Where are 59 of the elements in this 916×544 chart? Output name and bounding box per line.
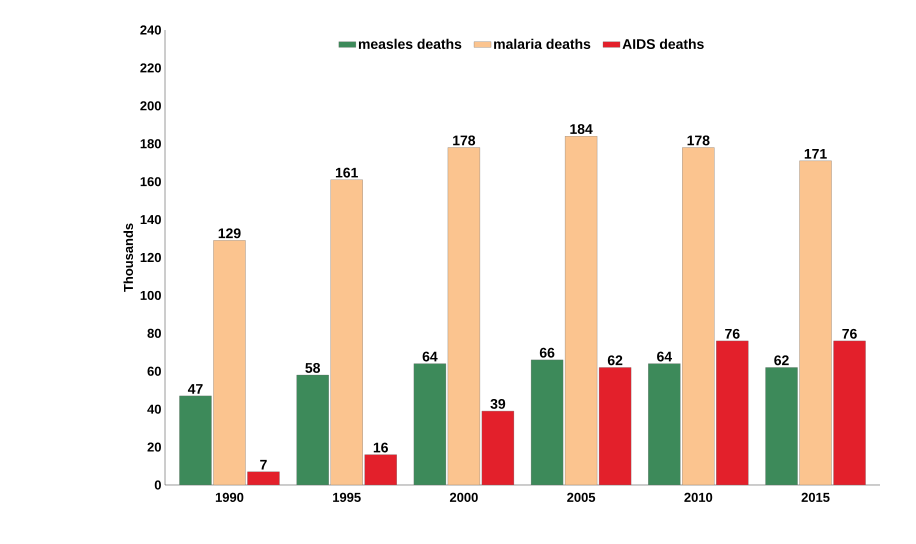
bar xyxy=(682,147,714,485)
y-tick-label: 140 xyxy=(140,214,161,224)
data-label: 76 xyxy=(842,328,857,339)
data-label: 66 xyxy=(540,348,554,358)
bar xyxy=(364,454,397,485)
data-label: 16 xyxy=(374,442,388,452)
x-tick-label: 2000 xyxy=(450,492,478,502)
y-tick-label: 160 xyxy=(140,177,161,186)
bar xyxy=(833,340,866,485)
data-label: 171 xyxy=(804,149,827,159)
bar xyxy=(716,340,748,485)
x-tick-label: 1990 xyxy=(216,492,244,502)
bar xyxy=(247,472,280,485)
bar xyxy=(598,367,632,485)
y-tick-label: 120 xyxy=(140,252,161,262)
data-label: 64 xyxy=(657,352,672,362)
data-label: 62 xyxy=(608,355,622,366)
bar xyxy=(799,160,832,485)
bar xyxy=(179,396,212,485)
bar xyxy=(330,180,363,485)
data-label: 47 xyxy=(188,384,203,394)
x-tick-label: 2015 xyxy=(802,492,830,502)
y-tick-label: 20 xyxy=(148,442,161,452)
y-tick-label: 180 xyxy=(140,139,161,148)
data-label: 76 xyxy=(725,328,740,339)
y-tick-label: 220 xyxy=(140,63,161,72)
data-label: 184 xyxy=(570,124,593,134)
bar xyxy=(530,360,564,485)
legend-label: malaria deaths xyxy=(494,38,590,49)
data-label: 62 xyxy=(774,355,789,366)
bar xyxy=(648,364,680,485)
x-tick-label: 2005 xyxy=(567,492,596,502)
x-tick-label: 2010 xyxy=(684,492,712,502)
data-label: 129 xyxy=(218,228,241,238)
data-label: 7 xyxy=(260,460,267,470)
bar xyxy=(448,147,480,485)
data-label: 39 xyxy=(490,398,506,409)
y-tick-label: 80 xyxy=(147,328,161,338)
x-tick-label: 1995 xyxy=(333,492,361,502)
data-label: 161 xyxy=(336,168,358,178)
data-label: 64 xyxy=(422,352,438,362)
y-tick-label: 60 xyxy=(148,366,161,376)
bar xyxy=(213,240,246,485)
bar xyxy=(564,136,598,485)
y-tick-label: 40 xyxy=(147,404,161,414)
bar xyxy=(482,410,514,485)
bar xyxy=(414,364,446,485)
bar xyxy=(765,367,798,485)
legend-label: measles deaths xyxy=(358,38,462,49)
y-tick-label: 240 xyxy=(140,25,161,35)
data-label: 178 xyxy=(453,135,476,146)
y-tick-label: 0 xyxy=(154,480,161,490)
bar xyxy=(296,374,329,485)
y-axis-title: Thousands xyxy=(124,223,134,292)
data-label: 58 xyxy=(305,362,320,373)
y-tick-label: 200 xyxy=(140,101,161,110)
legend-label: AIDS deaths xyxy=(622,38,704,49)
y-tick-label: 100 xyxy=(140,290,161,300)
data-label: 178 xyxy=(688,135,710,146)
